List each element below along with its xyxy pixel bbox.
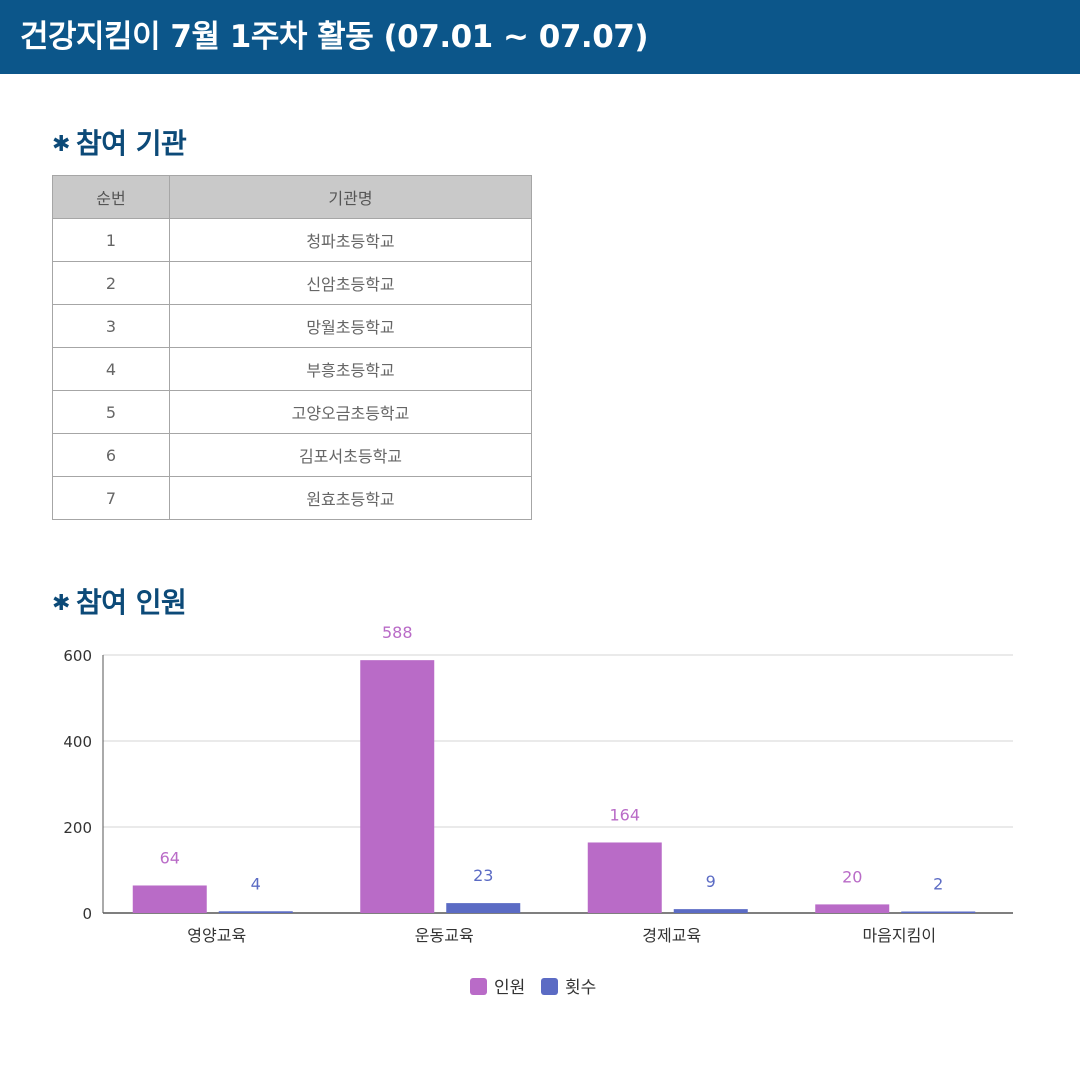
- asterisk-icon: ✱: [52, 591, 70, 616]
- institution-name-cell: 청파초등학교: [169, 218, 532, 262]
- asterisk-icon: ✱: [52, 132, 70, 157]
- section-title-participants-text: 참여 인원: [75, 586, 187, 619]
- row-number-cell: 2: [52, 261, 170, 305]
- bar-count: [446, 903, 521, 913]
- table-row: 3 망월초등학교: [52, 304, 532, 348]
- y-tick-label: 0: [82, 905, 92, 923]
- institution-name-cell: 망월초등학교: [169, 304, 532, 348]
- bar-count: [673, 909, 748, 913]
- bar-count: [218, 911, 293, 913]
- participants-bar-chart: 0 200 400 600 64 4 영양교육 588 23 운동교육 164 9 경제교육 20 2 마음지…: [63, 623, 1013, 998]
- section-title-participants: ✱ 참여 인원: [52, 585, 187, 622]
- y-tick-label: 200: [63, 819, 92, 837]
- institutions-table: 순번 기관명 1 청파초등학교 2 신암초등학교 3 망월초등학교 4 부흥초등학교 5 고양오금…: [52, 175, 532, 520]
- table-row: 1 청파초등학교: [52, 218, 532, 262]
- x-tick-label: 경제교육: [642, 926, 701, 945]
- bar-participants: [360, 660, 435, 913]
- row-number-cell: 7: [52, 476, 170, 520]
- x-tick-label: 영양교육: [187, 926, 246, 945]
- table-header-row: 순번 기관명: [52, 175, 532, 219]
- data-label: 9: [706, 872, 716, 891]
- table-row: 7 원효초등학교: [52, 476, 532, 520]
- bar-participants: [587, 842, 662, 913]
- bar-participants: [815, 904, 890, 913]
- column-header-institution: 기관명: [169, 175, 532, 219]
- data-label: 64: [160, 848, 180, 867]
- table-row: 5 고양오금초등학교: [52, 390, 532, 434]
- institution-name-cell: 부흥초등학교: [169, 347, 532, 391]
- row-number-cell: 1: [52, 218, 170, 262]
- data-label: 20: [842, 867, 862, 886]
- row-number-cell: 3: [52, 304, 170, 348]
- legend-label: 인원: [494, 978, 525, 998]
- row-number-cell: 5: [52, 390, 170, 434]
- row-number-cell: 4: [52, 347, 170, 391]
- x-tick-label: 운동교육: [415, 926, 474, 945]
- institution-name-cell: 신암초등학교: [169, 261, 532, 305]
- column-header-number: 순번: [52, 175, 170, 219]
- x-tick-label: 마음지킴이: [862, 926, 936, 945]
- data-label: 4: [251, 874, 261, 893]
- y-tick-label: 600: [63, 647, 92, 665]
- data-label: 2: [933, 875, 943, 894]
- legend-label: 횟수: [565, 978, 596, 998]
- section-title-institutions-text: 참여 기관: [75, 127, 187, 160]
- page-title: 건강지킴이 7월 1주차 활동 (07.01 ~ 07.07): [20, 19, 649, 55]
- data-label: 588: [382, 623, 413, 642]
- header-bar: 건강지킴이 7월 1주차 활동 (07.01 ~ 07.07): [0, 0, 1080, 74]
- legend-swatch: [541, 978, 558, 995]
- legend-swatch: [470, 978, 487, 995]
- data-label: 23: [473, 866, 493, 885]
- y-tick-label: 400: [63, 733, 92, 751]
- bar-count: [901, 911, 976, 913]
- institution-name-cell: 고양오금초등학교: [169, 390, 532, 434]
- table-row: 6 김포서초등학교: [52, 433, 532, 477]
- table-row: 4 부흥초등학교: [52, 347, 532, 391]
- bar-participants: [132, 885, 207, 913]
- institution-name-cell: 원효초등학교: [169, 476, 532, 520]
- table-row: 2 신암초등학교: [52, 261, 532, 305]
- section-title-institutions: ✱ 참여 기관: [52, 126, 187, 163]
- row-number-cell: 6: [52, 433, 170, 477]
- data-label: 164: [609, 805, 640, 824]
- institution-name-cell: 김포서초등학교: [169, 433, 532, 477]
